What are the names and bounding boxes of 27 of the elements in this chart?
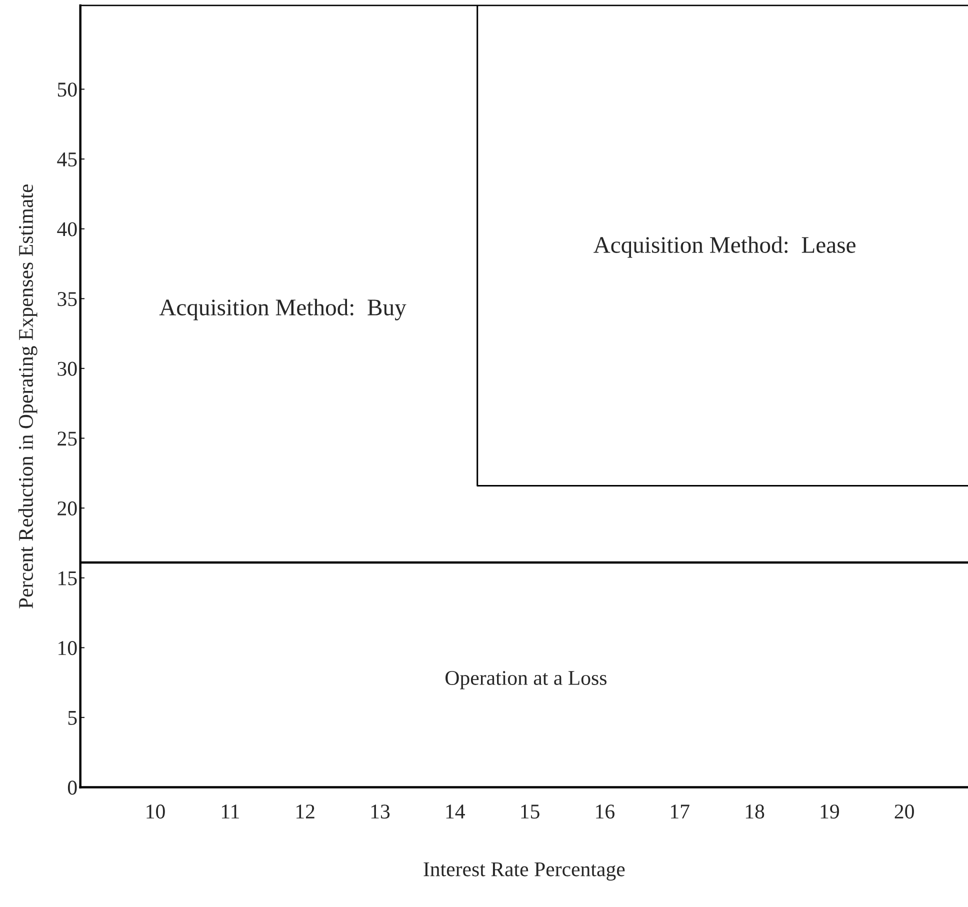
y-tick-label: 50: [58, 82, 77, 97]
x-axis-title: Interest Rate Percentage: [424, 862, 625, 881]
y-tick-label: 40: [57, 222, 77, 236]
x-tick-label: 19: [820, 804, 839, 819]
y-tick-label: 45: [57, 152, 77, 166]
x-tick-label: 13: [371, 804, 390, 819]
x-tick-label: 12: [296, 804, 314, 818]
x-tick-label: 17: [671, 804, 690, 818]
x-tick-label: 10: [146, 804, 165, 819]
annotation: Acquisition Method: Buy: [159, 298, 406, 320]
x-tick-label: 18: [746, 804, 764, 819]
y-tick-label: 25: [58, 432, 77, 446]
y-tick-label: 35: [58, 292, 77, 306]
y-tick-label: 10: [58, 641, 77, 656]
x-tick-label: 15: [521, 804, 540, 819]
annotation: Operation at a Loss: [446, 670, 606, 690]
x-tick-label: 11: [222, 804, 239, 818]
annotation: Acquisition Method: Lease: [594, 236, 856, 258]
x-tick-label: 16: [596, 804, 614, 819]
x-tick-label: 14: [446, 804, 465, 818]
y-tick-label: 30: [58, 362, 77, 376]
y-tick-label: 0: [68, 780, 77, 795]
y-tick-label: 5: [68, 711, 77, 725]
y-tick-label: 20: [58, 501, 77, 516]
x-tick-label: 20: [894, 804, 914, 819]
y-tick-label: 15: [58, 571, 77, 586]
y-axis-title: Percent Reduction in Operating Expenses Estimate: [18, 184, 38, 608]
